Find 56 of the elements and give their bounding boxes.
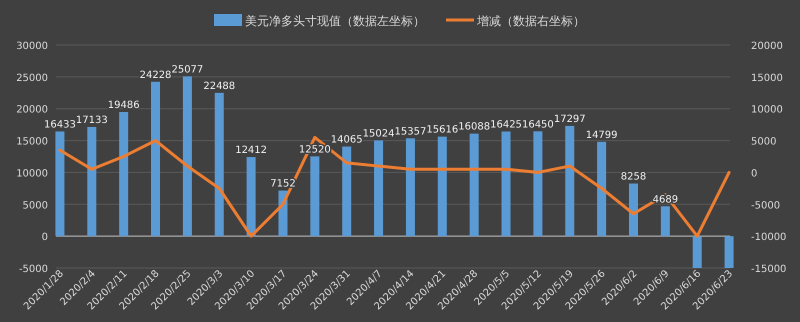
bar xyxy=(406,138,415,236)
y2-tick-label: 0 xyxy=(751,168,758,180)
bar xyxy=(470,134,479,236)
bar xyxy=(660,206,670,236)
data-label: 14799 xyxy=(586,130,618,141)
data-label: 8258 xyxy=(620,172,646,183)
bar xyxy=(119,112,128,236)
bar xyxy=(246,157,256,236)
y-tick-label: 15000 xyxy=(16,136,48,148)
data-label: 15616 xyxy=(426,124,458,136)
y-tick-label: 10000 xyxy=(16,168,48,180)
data-label: 19486 xyxy=(108,100,140,111)
y2-tick-label: 15000 xyxy=(751,72,783,84)
legend-label: 美元净多头寸现值（数据左坐标） xyxy=(245,14,425,28)
bar xyxy=(533,131,542,236)
y-tick-label: 25000 xyxy=(16,72,48,84)
bar xyxy=(87,126,96,236)
data-label: 24228 xyxy=(140,70,172,81)
bar xyxy=(182,76,192,236)
y-tick-label: 20000 xyxy=(16,104,48,116)
y2-tick-label: -10000 xyxy=(751,232,786,244)
data-label: 15024 xyxy=(362,128,394,140)
data-label: 15357 xyxy=(394,126,426,138)
bar xyxy=(151,82,160,236)
bar xyxy=(342,146,352,236)
y-tick-label: 30000 xyxy=(16,41,48,52)
bar xyxy=(597,142,606,236)
bar xyxy=(724,236,734,268)
bar xyxy=(214,92,224,236)
y2-tick-label: 20000 xyxy=(751,41,783,52)
data-label: 25077 xyxy=(171,64,204,76)
y-tick-label: 5000 xyxy=(22,200,48,212)
bar xyxy=(628,184,638,236)
y2-tick-label: 5000 xyxy=(751,136,776,148)
bar xyxy=(374,140,384,236)
data-label: 12412 xyxy=(235,145,268,156)
data-label: 16088 xyxy=(458,122,490,133)
bar xyxy=(502,131,511,236)
data-label: 14065 xyxy=(330,134,363,146)
y2-tick-label: -15000 xyxy=(751,264,786,275)
data-label: 16450 xyxy=(522,119,554,130)
y-tick-label: 0 xyxy=(42,232,48,244)
y2-tick-label: 10000 xyxy=(751,104,783,116)
legend-label: 增减（数据右坐标） xyxy=(476,14,585,28)
data-label: 16425 xyxy=(490,119,522,130)
bar xyxy=(565,126,574,236)
y-tick-label: -5000 xyxy=(18,264,48,275)
data-label: 17133 xyxy=(76,114,108,126)
bar xyxy=(438,136,447,236)
data-label: 16433 xyxy=(44,119,76,130)
bar xyxy=(55,131,64,236)
y2-tick-label: -5000 xyxy=(751,200,780,212)
bar xyxy=(310,156,320,236)
data-label: 17297 xyxy=(554,114,586,125)
bar xyxy=(692,236,702,268)
data-label: 22488 xyxy=(203,80,236,92)
